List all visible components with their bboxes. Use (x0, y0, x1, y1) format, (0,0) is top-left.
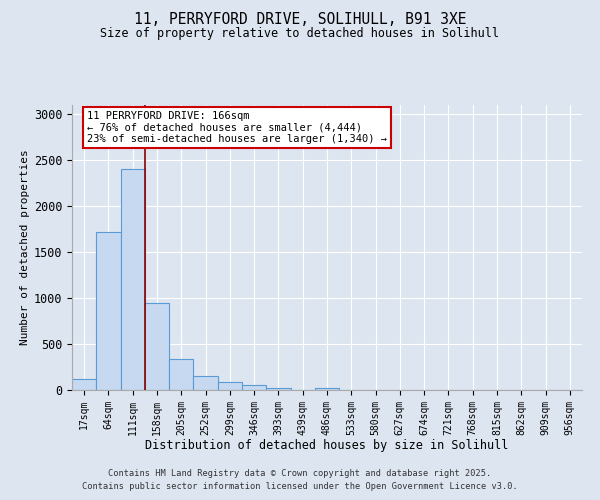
Bar (72, 379, 96, 390)
Bar (145, 302, 169, 390)
Y-axis label: Number of detached properties: Number of detached properties (20, 150, 29, 346)
Bar (315, 388, 339, 390)
Bar (242, 385, 266, 390)
Text: Contains HM Land Registry data © Crown copyright and database right 2025.: Contains HM Land Registry data © Crown c… (109, 468, 491, 477)
Text: 11 PERRYFORD DRIVE: 166sqm
← 76% of detached houses are smaller (4,444)
23% of s: 11 PERRYFORD DRIVE: 166sqm ← 76% of deta… (88, 110, 388, 144)
Bar (218, 382, 242, 390)
Text: Contains public sector information licensed under the Open Government Licence v3: Contains public sector information licen… (82, 482, 518, 491)
Text: Size of property relative to detached houses in Solihull: Size of property relative to detached ho… (101, 28, 499, 40)
Bar (169, 358, 193, 390)
X-axis label: Distribution of detached houses by size in Solihull: Distribution of detached houses by size … (145, 439, 509, 452)
Bar (96, 232, 121, 390)
Text: 11, PERRYFORD DRIVE, SOLIHULL, B91 3XE: 11, PERRYFORD DRIVE, SOLIHULL, B91 3XE (134, 12, 466, 28)
Bar (266, 388, 290, 390)
Bar (193, 376, 218, 390)
Bar (121, 170, 145, 390)
